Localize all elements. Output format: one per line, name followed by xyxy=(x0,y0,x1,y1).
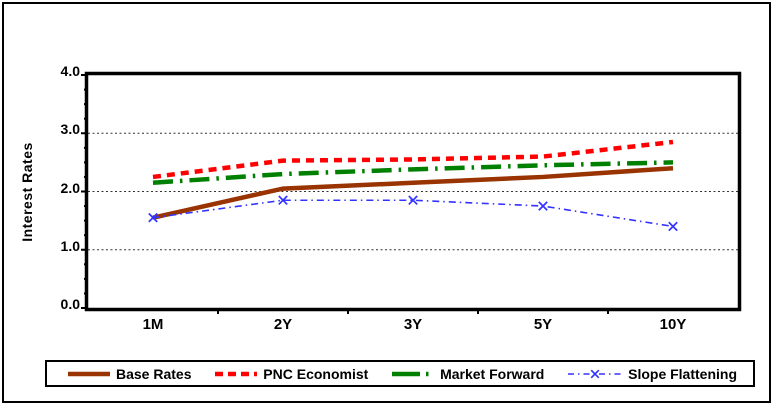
y-axis-title: Interest Rates xyxy=(19,142,35,242)
legend-key-slope-flattening-line xyxy=(568,369,623,378)
series-line-pnc-economist xyxy=(152,139,674,180)
legend-x-marker-icon xyxy=(590,369,600,378)
plot-border xyxy=(84,71,742,312)
x-tick-label-2Y: 2Y xyxy=(273,316,293,333)
legend-key-base-rates-line xyxy=(68,371,110,376)
legend: Base Rates PNC Economist Market Forward Slo… xyxy=(45,360,755,387)
legend-label-market-forward: Market Forward xyxy=(440,365,545,382)
legend-label-pnc-economist: PNC Economist xyxy=(263,365,369,382)
series-line-market-forward xyxy=(152,160,674,186)
series-line-slope-flattening xyxy=(152,199,674,228)
marker-x-slope-flattening-2Y xyxy=(278,195,288,206)
legend-item-pnc-economist: PNC Economist xyxy=(214,366,368,382)
legend-item-base-rates: Base Rates xyxy=(67,366,192,382)
marker-x-slope-flattening-1M xyxy=(148,212,158,223)
legend-item-market-forward: Market Forward xyxy=(391,366,544,382)
y-tick-label-2.0: 2.0 xyxy=(60,179,80,196)
x-tick-label-3Y: 3Y xyxy=(403,316,423,333)
legend-label-base-rates: Base Rates xyxy=(116,365,192,382)
legend-key-pnc-economist-line xyxy=(215,371,258,376)
legend-label-slope-flattening: Slope Flattening xyxy=(628,365,737,382)
marker-x-slope-flattening-3Y xyxy=(408,195,418,206)
x-tick-label-10Y: 10Y xyxy=(659,316,687,333)
y-tick-label-4.0: 4.0 xyxy=(60,63,80,79)
legend-key-market-forward-line xyxy=(392,371,435,376)
y-tick-label-0.0: 0.0 xyxy=(60,296,80,312)
marker-x-slope-flattening-5Y xyxy=(538,201,548,211)
marker-x-slope-flattening-10Y xyxy=(668,221,678,232)
x-tick-label-1M: 1M xyxy=(142,316,164,333)
series-line-base-rates xyxy=(152,165,674,220)
y-tick-label-1.0: 1.0 xyxy=(60,237,80,254)
legend-item-slope-flattening: Slope Flattening xyxy=(567,366,737,382)
x-tick-label-5Y: 5Y xyxy=(533,316,553,333)
y-tick-label-3.0: 3.0 xyxy=(60,121,80,138)
